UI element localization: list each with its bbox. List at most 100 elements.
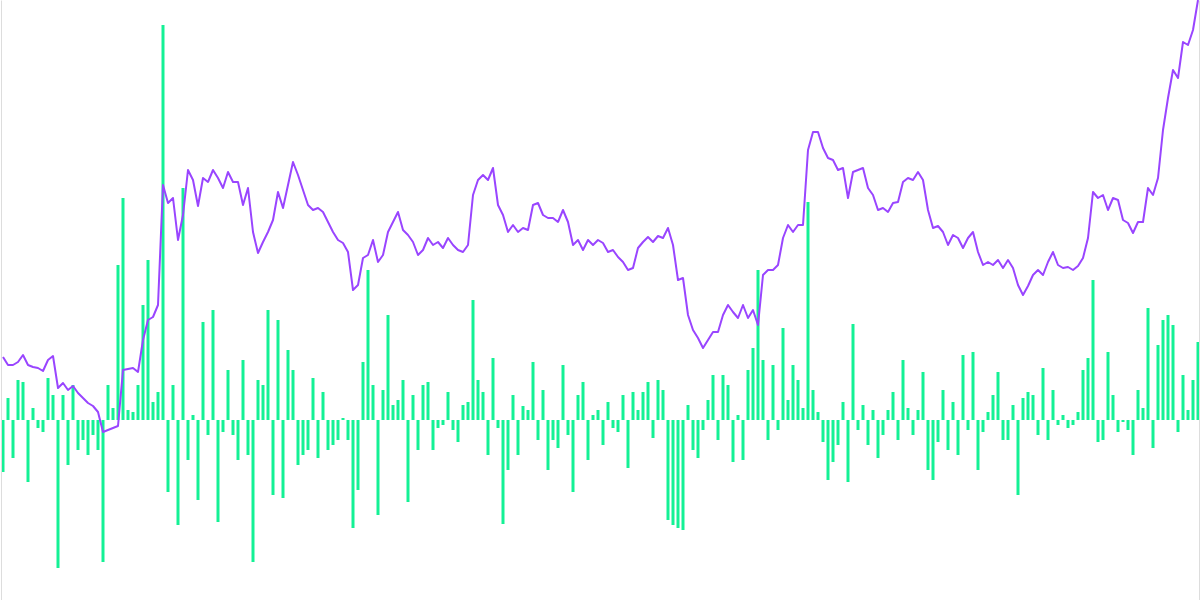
bar bbox=[607, 402, 610, 420]
bar bbox=[897, 420, 900, 440]
bar bbox=[272, 420, 275, 495]
bar bbox=[947, 420, 950, 450]
bar bbox=[432, 420, 435, 450]
bar bbox=[732, 420, 735, 462]
bar bbox=[212, 310, 215, 420]
bar bbox=[187, 420, 190, 460]
bar bbox=[932, 420, 935, 480]
bar bbox=[842, 402, 845, 420]
bar bbox=[852, 324, 855, 420]
bar bbox=[917, 410, 920, 420]
bar bbox=[1032, 395, 1035, 420]
bar bbox=[707, 400, 710, 420]
bar bbox=[112, 408, 115, 420]
bar bbox=[612, 420, 615, 428]
bar bbox=[1027, 392, 1030, 420]
bar bbox=[512, 395, 515, 420]
bar bbox=[772, 365, 775, 420]
chart bbox=[0, 0, 1200, 600]
bar bbox=[1012, 405, 1015, 420]
bar bbox=[747, 370, 750, 420]
bar bbox=[1082, 370, 1085, 420]
bar bbox=[867, 420, 870, 445]
bar bbox=[672, 420, 675, 525]
bar bbox=[477, 380, 480, 420]
bar bbox=[1182, 375, 1185, 420]
bar bbox=[537, 420, 540, 440]
bar bbox=[352, 420, 355, 528]
bar bbox=[282, 420, 285, 498]
bar bbox=[767, 420, 770, 440]
bar bbox=[17, 380, 20, 420]
bar bbox=[27, 420, 30, 482]
bar bbox=[832, 420, 835, 462]
bar bbox=[47, 378, 50, 420]
bar bbox=[952, 402, 955, 420]
bar bbox=[1147, 308, 1150, 420]
bar bbox=[307, 420, 310, 450]
bar bbox=[1152, 420, 1155, 448]
bar bbox=[727, 385, 730, 420]
bar bbox=[742, 420, 745, 460]
bar bbox=[52, 395, 55, 420]
bar bbox=[467, 402, 470, 420]
bar bbox=[77, 420, 80, 450]
bar bbox=[622, 395, 625, 420]
bar bbox=[1142, 408, 1145, 420]
bar bbox=[1177, 420, 1180, 432]
bar bbox=[822, 420, 825, 442]
bar bbox=[502, 420, 505, 524]
bar bbox=[1047, 420, 1050, 440]
bar bbox=[912, 420, 915, 435]
bar bbox=[577, 395, 580, 420]
bar bbox=[92, 420, 95, 435]
bar bbox=[957, 420, 960, 455]
bar bbox=[472, 300, 475, 420]
bar bbox=[1037, 420, 1040, 435]
bar bbox=[1042, 368, 1045, 420]
bar bbox=[207, 420, 210, 435]
bar bbox=[557, 420, 560, 448]
bar bbox=[827, 420, 830, 480]
bar bbox=[127, 410, 130, 420]
bar bbox=[757, 270, 760, 420]
bar bbox=[587, 420, 590, 460]
bar bbox=[447, 392, 450, 420]
bar bbox=[382, 390, 385, 420]
bar bbox=[152, 402, 155, 420]
bar bbox=[87, 420, 90, 455]
y-axis-line bbox=[1, 1, 2, 600]
bar bbox=[82, 420, 85, 440]
bar bbox=[1112, 395, 1115, 420]
bar bbox=[227, 370, 230, 420]
bar bbox=[872, 410, 875, 420]
y2-axis-line bbox=[1199, 1, 1200, 600]
bar bbox=[982, 420, 985, 432]
bar-series bbox=[2, 25, 1200, 568]
bar bbox=[762, 360, 765, 420]
bar bbox=[397, 400, 400, 420]
bar bbox=[782, 328, 785, 420]
bar bbox=[567, 420, 570, 435]
bar bbox=[722, 375, 725, 420]
bar bbox=[1157, 345, 1160, 420]
bar bbox=[1167, 315, 1170, 420]
bar bbox=[67, 420, 70, 465]
bar bbox=[142, 305, 145, 420]
bar bbox=[632, 392, 635, 420]
bar bbox=[1017, 420, 1020, 495]
line bbox=[3, 0, 1198, 432]
bar bbox=[132, 412, 135, 420]
bar bbox=[717, 420, 720, 440]
bar bbox=[62, 395, 65, 420]
bar bbox=[712, 375, 715, 420]
bar bbox=[687, 405, 690, 420]
bar bbox=[332, 420, 335, 445]
bar bbox=[1057, 420, 1060, 425]
bar bbox=[107, 385, 110, 420]
bar bbox=[542, 390, 545, 420]
bar bbox=[322, 392, 325, 420]
bar bbox=[32, 408, 35, 420]
bar bbox=[652, 420, 655, 438]
bar bbox=[192, 415, 195, 420]
